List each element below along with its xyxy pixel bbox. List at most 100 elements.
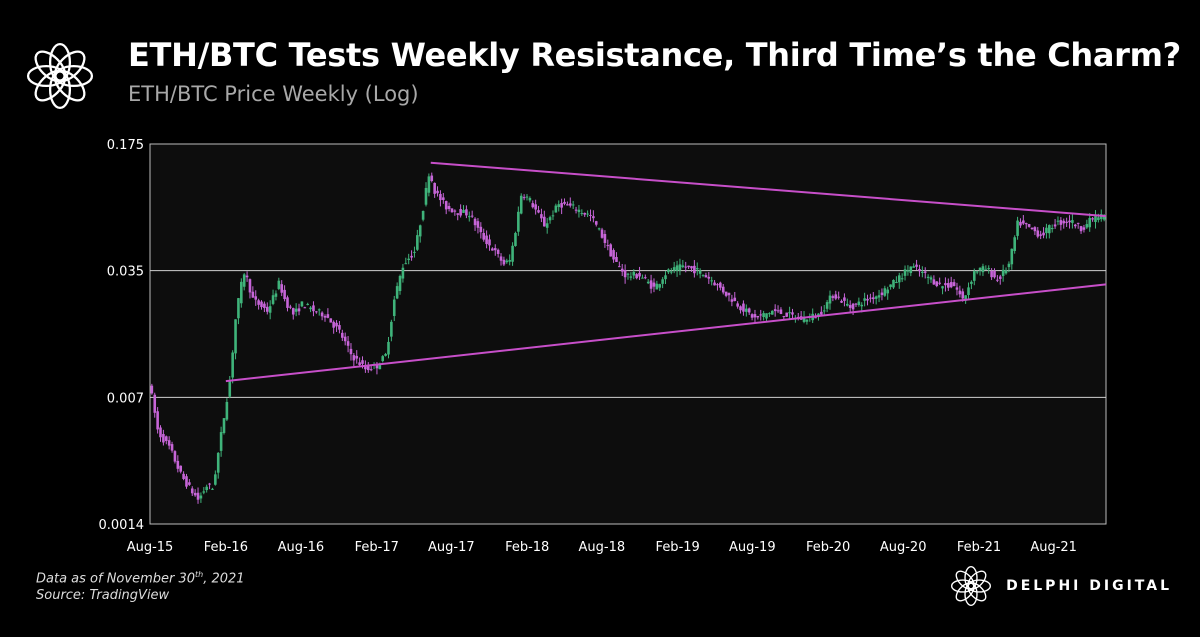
candle-body — [618, 266, 621, 268]
candle-body — [577, 209, 581, 213]
candle-body — [1039, 234, 1042, 236]
candle-body — [413, 251, 416, 253]
candle-body — [248, 279, 252, 293]
candle-body — [1007, 263, 1011, 268]
candle-body — [540, 214, 543, 219]
candle-body — [996, 279, 999, 281]
candle-body — [185, 476, 188, 487]
candle-body — [465, 209, 468, 216]
candle-body — [597, 228, 601, 230]
candle-body — [231, 352, 234, 378]
x-tick-label: Feb-20 — [806, 540, 850, 555]
candle-body — [967, 287, 970, 296]
candle-body — [1010, 248, 1014, 265]
candle-body — [831, 296, 835, 298]
candle-body — [387, 341, 390, 355]
candle-body — [162, 434, 165, 443]
data-date-note: Data as of November 30th, 2021 — [36, 570, 245, 587]
candle-body — [900, 278, 904, 280]
candle-body — [675, 265, 679, 271]
candle-body — [713, 282, 716, 286]
candle-body — [519, 195, 523, 214]
candle-body — [156, 411, 159, 430]
candle-body — [202, 491, 206, 493]
candle-body — [918, 268, 921, 272]
candle-body — [1056, 220, 1060, 222]
candle-body — [225, 401, 229, 420]
candle-body — [580, 213, 584, 215]
candle-body — [1024, 223, 1028, 225]
candle-body — [190, 488, 194, 494]
candle-body — [470, 215, 474, 217]
candle-body — [346, 341, 350, 346]
candle-body — [632, 271, 636, 276]
candle-body — [182, 473, 185, 479]
candle-body — [265, 306, 269, 312]
candle-body — [1068, 220, 1071, 223]
candle-body — [260, 301, 263, 308]
candle-body — [667, 269, 670, 273]
candle-body — [312, 305, 315, 312]
candle-body — [355, 355, 359, 359]
candle-body — [589, 214, 592, 216]
candle-body — [961, 291, 965, 299]
candle-body — [1001, 269, 1005, 276]
candle-body — [309, 307, 312, 310]
candle-body — [921, 271, 924, 273]
x-tick-label: Feb-21 — [957, 540, 1001, 555]
candle-body — [1082, 227, 1086, 230]
candle-body — [851, 303, 855, 310]
candle-body — [364, 365, 367, 370]
candle-body — [502, 259, 506, 265]
candle-body — [485, 235, 488, 245]
candle-body — [690, 266, 693, 269]
y-tick-label: 0.175 — [107, 138, 144, 153]
candle-body — [418, 225, 422, 237]
candle-body — [551, 215, 555, 217]
candle-body — [341, 332, 344, 338]
candle-body — [629, 276, 633, 278]
x-tick-label: Aug-19 — [729, 540, 776, 555]
candle-body — [482, 232, 486, 240]
candle-body — [869, 297, 872, 299]
candle-body — [398, 275, 402, 292]
candle-body — [970, 281, 973, 284]
candle-body — [681, 265, 685, 268]
candle-body — [493, 248, 497, 251]
candle-body — [742, 303, 745, 312]
candle-body — [860, 304, 864, 307]
candle-body — [981, 266, 985, 273]
candle-body — [467, 216, 471, 218]
candle-body — [990, 270, 993, 278]
candle-body — [854, 303, 858, 305]
candle-body — [802, 316, 806, 322]
candle-body — [566, 204, 569, 206]
candle-body — [912, 266, 915, 268]
candle-body — [889, 284, 892, 287]
candle-body — [1033, 227, 1037, 232]
candle-body — [329, 318, 333, 323]
candle-body — [499, 256, 503, 261]
candle-body — [620, 268, 624, 272]
candle-body — [871, 297, 875, 300]
delphi-flower-icon — [26, 42, 94, 110]
candle-body — [522, 197, 526, 199]
candle-body — [525, 196, 529, 198]
candle-body — [892, 279, 895, 288]
candle-body — [214, 474, 217, 485]
candle-body — [938, 282, 941, 284]
candle-body — [392, 299, 396, 316]
candle-body — [603, 233, 607, 243]
candle-body — [245, 275, 249, 278]
candle-body — [1059, 220, 1063, 225]
candle-body — [923, 271, 927, 273]
candle-body — [188, 482, 191, 485]
candle-body — [554, 205, 558, 213]
candle-body — [785, 312, 789, 317]
candle-body — [805, 319, 809, 322]
candle-body — [291, 308, 295, 315]
candle-body — [998, 276, 1002, 279]
candle-body — [401, 267, 405, 279]
candle-body — [421, 210, 425, 220]
candle-body — [768, 313, 771, 315]
